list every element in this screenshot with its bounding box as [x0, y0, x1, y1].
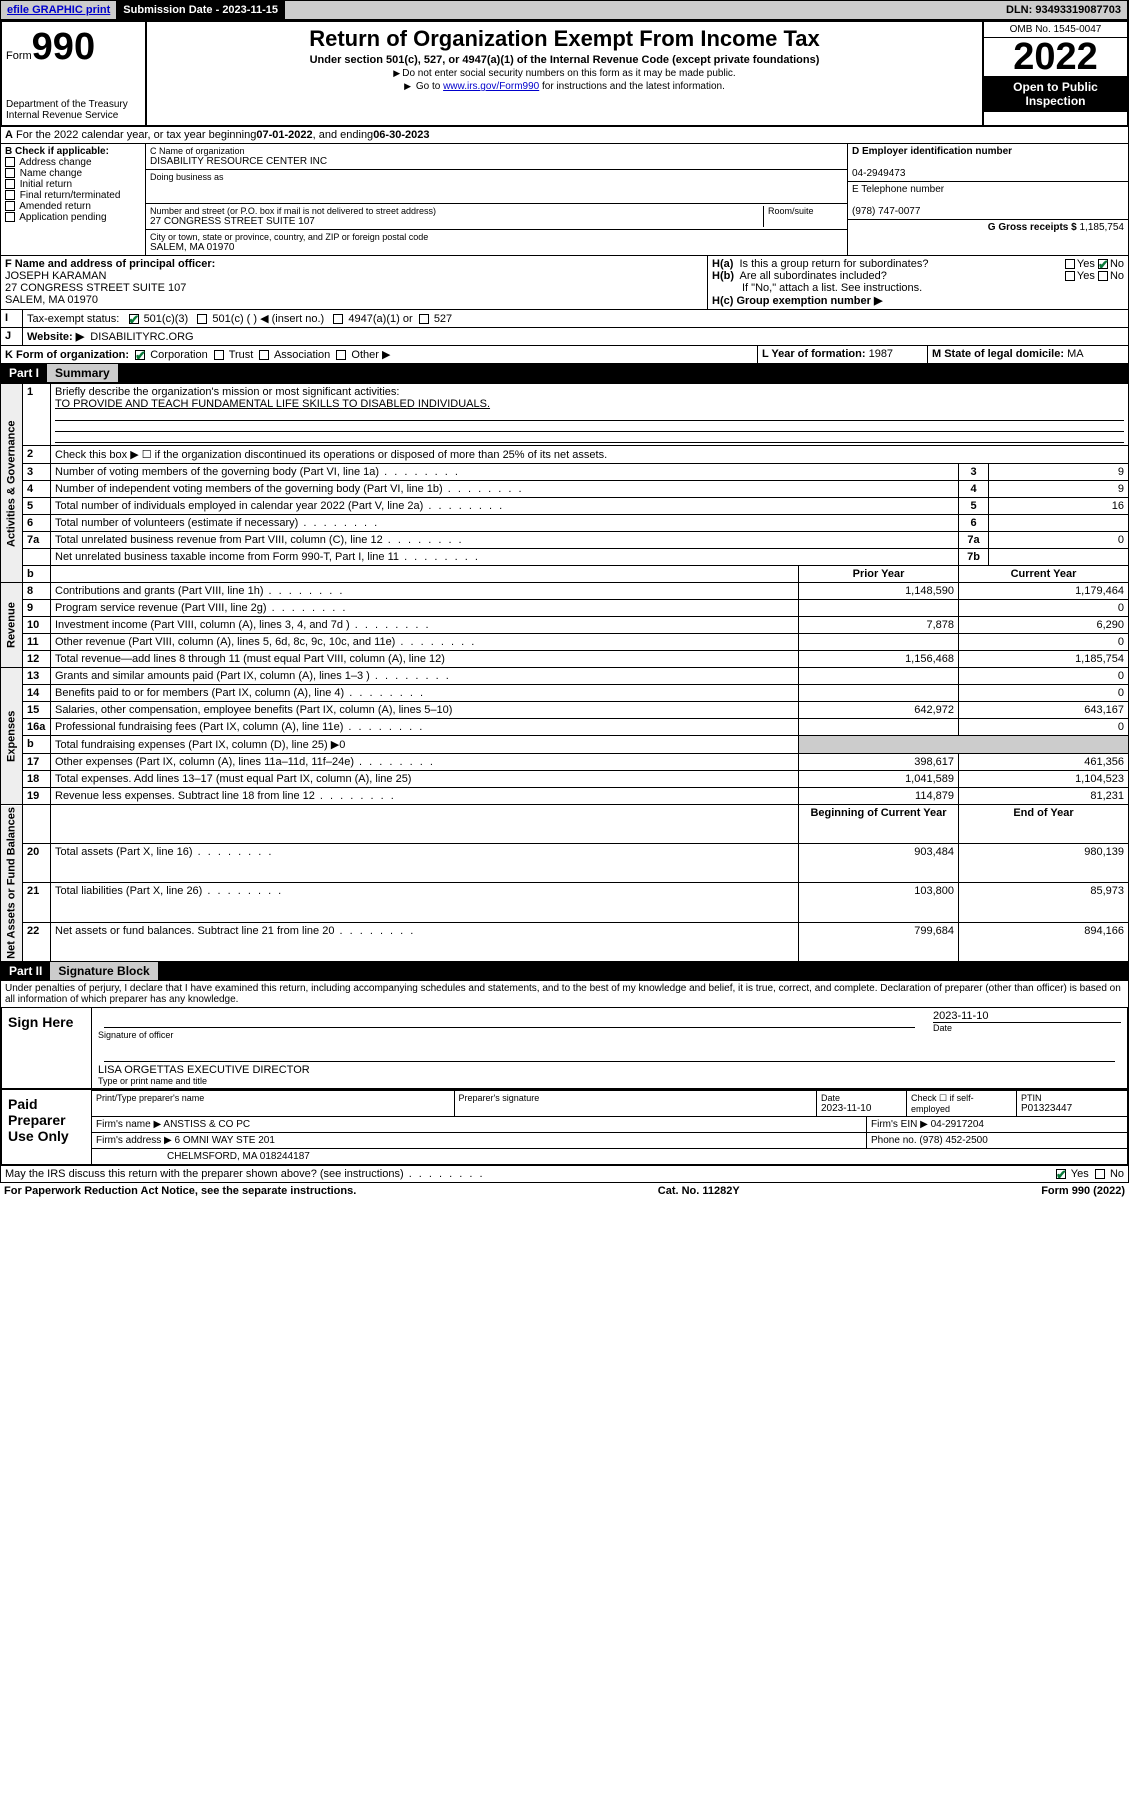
chk-name-change[interactable] — [5, 168, 15, 178]
may-irs-no[interactable] — [1095, 1169, 1105, 1179]
officer-printed: LISA ORGETTAS EXECUTIVE DIRECTOR — [98, 1064, 1121, 1076]
tax-year: 2022 — [984, 38, 1127, 76]
website: DISABILITYRC.ORG — [90, 331, 193, 343]
summary-table: Activities & Governance 1 Briefly descri… — [0, 383, 1129, 962]
chk-address-change[interactable] — [5, 157, 15, 167]
sig-date: 2023-11-10 — [933, 1010, 1121, 1022]
ein: 04-2949473 — [852, 168, 905, 179]
chk-501c3[interactable] — [129, 314, 139, 324]
submission-date: Submission Date - 2023-11-15 — [117, 1, 285, 19]
note-no-ssn: Do not enter social security numbers on … — [151, 68, 978, 79]
gross-label: G Gross receipts $ — [988, 222, 1077, 233]
may-irs-row: May the IRS discuss this return with the… — [0, 1166, 1129, 1183]
vlabel-ag: Activities & Governance — [1, 384, 23, 583]
firm-addr: 6 OMNI WAY STE 201 — [175, 1135, 275, 1146]
chk-other[interactable] — [336, 350, 346, 360]
topbar: efile GRAPHIC print Submission Date - 20… — [0, 0, 1129, 20]
ein-label: D Employer identification number — [852, 146, 1012, 157]
chk-amended[interactable] — [5, 201, 15, 211]
part2-bar: Part II Signature Block — [1, 962, 1128, 980]
efile-link[interactable]: efile GRAPHIC print — [1, 1, 117, 19]
section-i: I Tax-exempt status: 501(c)(3) 501(c) ( … — [0, 310, 1129, 328]
section-klm: K Form of organization: Corporation Trus… — [0, 346, 1129, 364]
gross-receipts: 1,185,754 — [1080, 222, 1125, 233]
hb-note: If "No," attach a list. See instructions… — [712, 282, 1124, 294]
may-irs-yes[interactable] — [1056, 1169, 1066, 1179]
section-fh: F Name and address of principal officer:… — [0, 256, 1129, 310]
open-inspection: Open to Public Inspection — [984, 76, 1127, 112]
chk-initial-return[interactable] — [5, 179, 15, 189]
ptin: P01323447 — [1021, 1103, 1072, 1114]
mission: TO PROVIDE AND TEACH FUNDAMENTAL LIFE SK… — [55, 398, 490, 410]
box-b-label: B Check if applicable: — [5, 146, 109, 157]
irs-link[interactable]: www.irs.gov/Form990 — [443, 81, 539, 92]
chk-corp[interactable] — [135, 350, 145, 360]
year-formation: 1987 — [869, 348, 893, 360]
vlabel-rev: Revenue — [1, 583, 23, 668]
chk-trust[interactable] — [214, 350, 224, 360]
phone-label: E Telephone number — [852, 184, 944, 195]
form-title: Return of Organization Exempt From Incom… — [151, 26, 978, 52]
box-f-label: F Name and address of principal officer: — [5, 258, 215, 270]
street: 27 CONGRESS STREET SUITE 107 — [150, 216, 763, 227]
footer: For Paperwork Reduction Act Notice, see … — [0, 1183, 1129, 1199]
hb-no[interactable] — [1098, 271, 1108, 281]
firm-ein: 04-2917204 — [931, 1119, 984, 1130]
section-j: J Website: ▶ DISABILITYRC.ORG — [0, 328, 1129, 346]
note-goto: Go to www.irs.gov/Form990 for instructio… — [151, 81, 978, 92]
firm-name: ANSTISS & CO PC — [163, 1119, 250, 1130]
chk-final-return[interactable] — [5, 190, 15, 200]
section-bcdefg: B Check if applicable: Address change Na… — [0, 144, 1129, 256]
room-label: Room/suite — [768, 206, 843, 216]
dept-treasury: Department of the Treasury — [6, 99, 141, 110]
chk-501c[interactable] — [197, 314, 207, 324]
irs-label: Internal Revenue Service — [6, 110, 141, 121]
vlabel-na: Net Assets or Fund Balances — [1, 805, 23, 962]
vlabel-exp: Expenses — [1, 668, 23, 805]
chk-527[interactable] — [419, 314, 429, 324]
phone: (978) 747-0077 — [852, 206, 920, 217]
officer-addr1: 27 CONGRESS STREET SUITE 107 — [5, 282, 186, 294]
hb-yes[interactable] — [1065, 271, 1075, 281]
org-name: DISABILITY RESOURCE CENTER INC — [150, 156, 843, 167]
hc-label: H(c) Group exemption number ▶ — [712, 295, 882, 307]
line-a: A For the 2022 calendar year, or tax yea… — [0, 127, 1129, 144]
street-label: Number and street (or P.O. box if mail i… — [150, 206, 763, 216]
org-name-label: C Name of organization — [150, 146, 843, 156]
chk-4947[interactable] — [333, 314, 343, 324]
chk-assoc[interactable] — [259, 350, 269, 360]
officer-addr2: SALEM, MA 01970 — [5, 294, 98, 306]
part1-bar: Part I Summary — [1, 364, 1128, 382]
sign-here: Sign Here Signature of officer 2023-11-1… — [0, 1008, 1129, 1090]
firm-phone: (978) 452-2500 — [919, 1135, 987, 1146]
form-label: Form990 — [6, 26, 141, 69]
dln: DLN: 93493319087703 — [1000, 1, 1128, 19]
ha-yes[interactable] — [1065, 259, 1075, 269]
paid-preparer: Paid Preparer Use Only Print/Type prepar… — [0, 1090, 1129, 1166]
city-label: City or town, state or province, country… — [150, 232, 843, 242]
ha-no[interactable] — [1098, 259, 1108, 269]
form-subtitle: Under section 501(c), 527, or 4947(a)(1)… — [151, 54, 978, 66]
chk-app-pending[interactable] — [5, 212, 15, 222]
officer-name: JOSEPH KARAMAN — [5, 270, 106, 282]
domicile: MA — [1067, 348, 1084, 360]
city: SALEM, MA 01970 — [150, 242, 843, 253]
form-header: Form990 Department of the Treasury Inter… — [0, 20, 1129, 127]
dba-label: Doing business as — [150, 172, 843, 182]
declaration: Under penalties of perjury, I declare th… — [0, 981, 1129, 1008]
